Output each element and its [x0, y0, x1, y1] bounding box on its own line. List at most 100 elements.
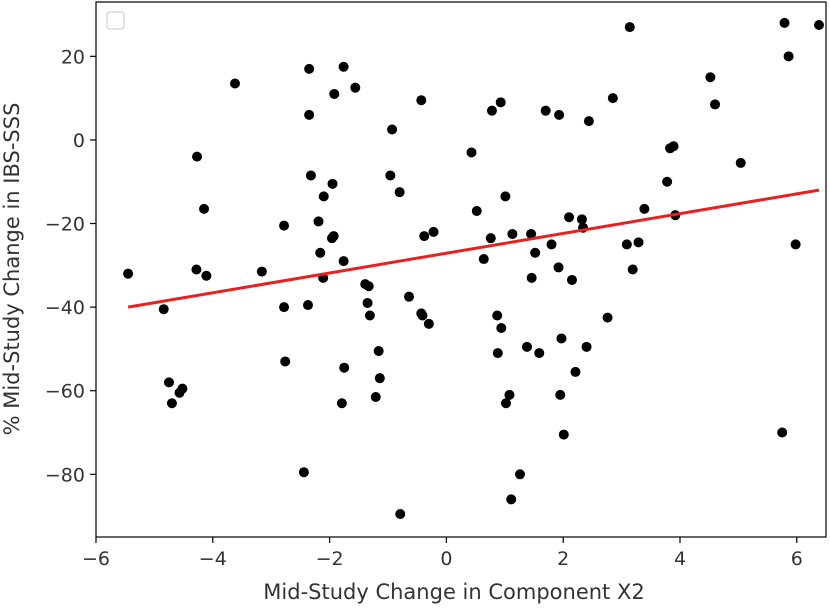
- data-point: [304, 63, 315, 74]
- data-point: [555, 389, 566, 400]
- data-point: [495, 97, 506, 108]
- data-point: [813, 19, 824, 30]
- data-point: [627, 264, 638, 275]
- data-point: [166, 398, 177, 409]
- data-point: [735, 157, 746, 168]
- y-tick-label: 20: [61, 46, 85, 68]
- data-point: [668, 141, 679, 152]
- data-point: [305, 170, 316, 181]
- data-point: [416, 95, 427, 106]
- data-point: [526, 272, 537, 283]
- data-point: [602, 312, 613, 323]
- plot-area: [123, 17, 824, 520]
- data-point: [123, 268, 134, 279]
- data-point: [710, 99, 721, 110]
- data-point: [621, 239, 632, 250]
- data-point: [471, 205, 482, 216]
- data-point: [419, 231, 430, 242]
- data-point: [423, 318, 434, 329]
- data-point: [486, 105, 497, 116]
- data-point: [500, 398, 511, 409]
- data-point: [327, 178, 338, 189]
- data-point: [336, 398, 347, 409]
- data-point: [500, 191, 511, 202]
- data-point: [362, 297, 373, 308]
- x-tick-label: −2: [316, 548, 344, 570]
- data-point: [279, 302, 290, 313]
- data-point: [394, 187, 405, 198]
- regression-line: [127, 188, 820, 309]
- x-tick-label: −6: [82, 548, 110, 570]
- data-point: [514, 469, 525, 480]
- data-point: [662, 176, 673, 187]
- data-point: [553, 262, 564, 273]
- y-tick-label: −40: [45, 297, 85, 319]
- y-tick-label: −80: [45, 464, 85, 486]
- data-point: [385, 170, 396, 181]
- y-tick-label: −20: [45, 214, 85, 236]
- data-point: [783, 51, 794, 62]
- data-point: [417, 310, 428, 321]
- data-point: [318, 191, 329, 202]
- data-point: [540, 105, 551, 116]
- data-point: [350, 82, 361, 93]
- data-point: [624, 22, 635, 33]
- data-point: [404, 291, 415, 302]
- data-point: [507, 228, 518, 239]
- data-point: [395, 509, 406, 520]
- y-axis-label: % Mid-Study Change in IBS-SSS: [0, 103, 24, 436]
- data-point: [583, 116, 594, 127]
- data-point: [546, 239, 557, 250]
- x-tick-label: 4: [674, 548, 686, 570]
- x-axis-label: Mid-Study Change in Component X2: [263, 580, 644, 604]
- data-point: [554, 109, 565, 120]
- data-point: [633, 237, 644, 248]
- data-point: [192, 151, 203, 162]
- data-point: [485, 233, 496, 244]
- data-point: [639, 203, 650, 214]
- data-point: [329, 88, 340, 99]
- y-tick-label: 0: [73, 130, 85, 152]
- data-point: [364, 310, 375, 321]
- data-point: [370, 391, 381, 402]
- data-point: [302, 300, 313, 311]
- data-point: [777, 427, 788, 438]
- data-point: [304, 109, 315, 120]
- data-point: [570, 366, 581, 377]
- data-point: [530, 247, 541, 258]
- data-point: [191, 264, 202, 275]
- data-point: [558, 429, 569, 440]
- data-point: [556, 333, 567, 344]
- data-point: [201, 270, 212, 281]
- data-point: [199, 203, 210, 214]
- data-point: [280, 356, 291, 367]
- data-point: [363, 281, 374, 292]
- data-point: [313, 216, 324, 227]
- data-point: [478, 254, 489, 265]
- data-point: [328, 231, 339, 242]
- data-point: [492, 348, 503, 359]
- data-point: [374, 373, 385, 384]
- x-tick-label: 0: [440, 548, 452, 570]
- data-point: [506, 494, 517, 505]
- data-point: [158, 304, 169, 315]
- data-point: [566, 274, 577, 285]
- data-point: [164, 377, 174, 388]
- plot-frame: [95, 1, 827, 538]
- data-point: [526, 228, 537, 239]
- data-point: [339, 362, 350, 373]
- data-point: [492, 310, 503, 321]
- y-tick-label: −60: [45, 381, 85, 403]
- data-point: [177, 383, 188, 394]
- data-point: [496, 323, 507, 334]
- data-point: [534, 348, 545, 359]
- data-point: [298, 467, 309, 478]
- data-point: [607, 93, 618, 104]
- x-tick-label: 2: [557, 548, 569, 570]
- data-point: [315, 247, 326, 258]
- data-point: [790, 239, 801, 250]
- data-point: [564, 212, 575, 223]
- data-point: [387, 124, 398, 135]
- data-point: [338, 61, 349, 72]
